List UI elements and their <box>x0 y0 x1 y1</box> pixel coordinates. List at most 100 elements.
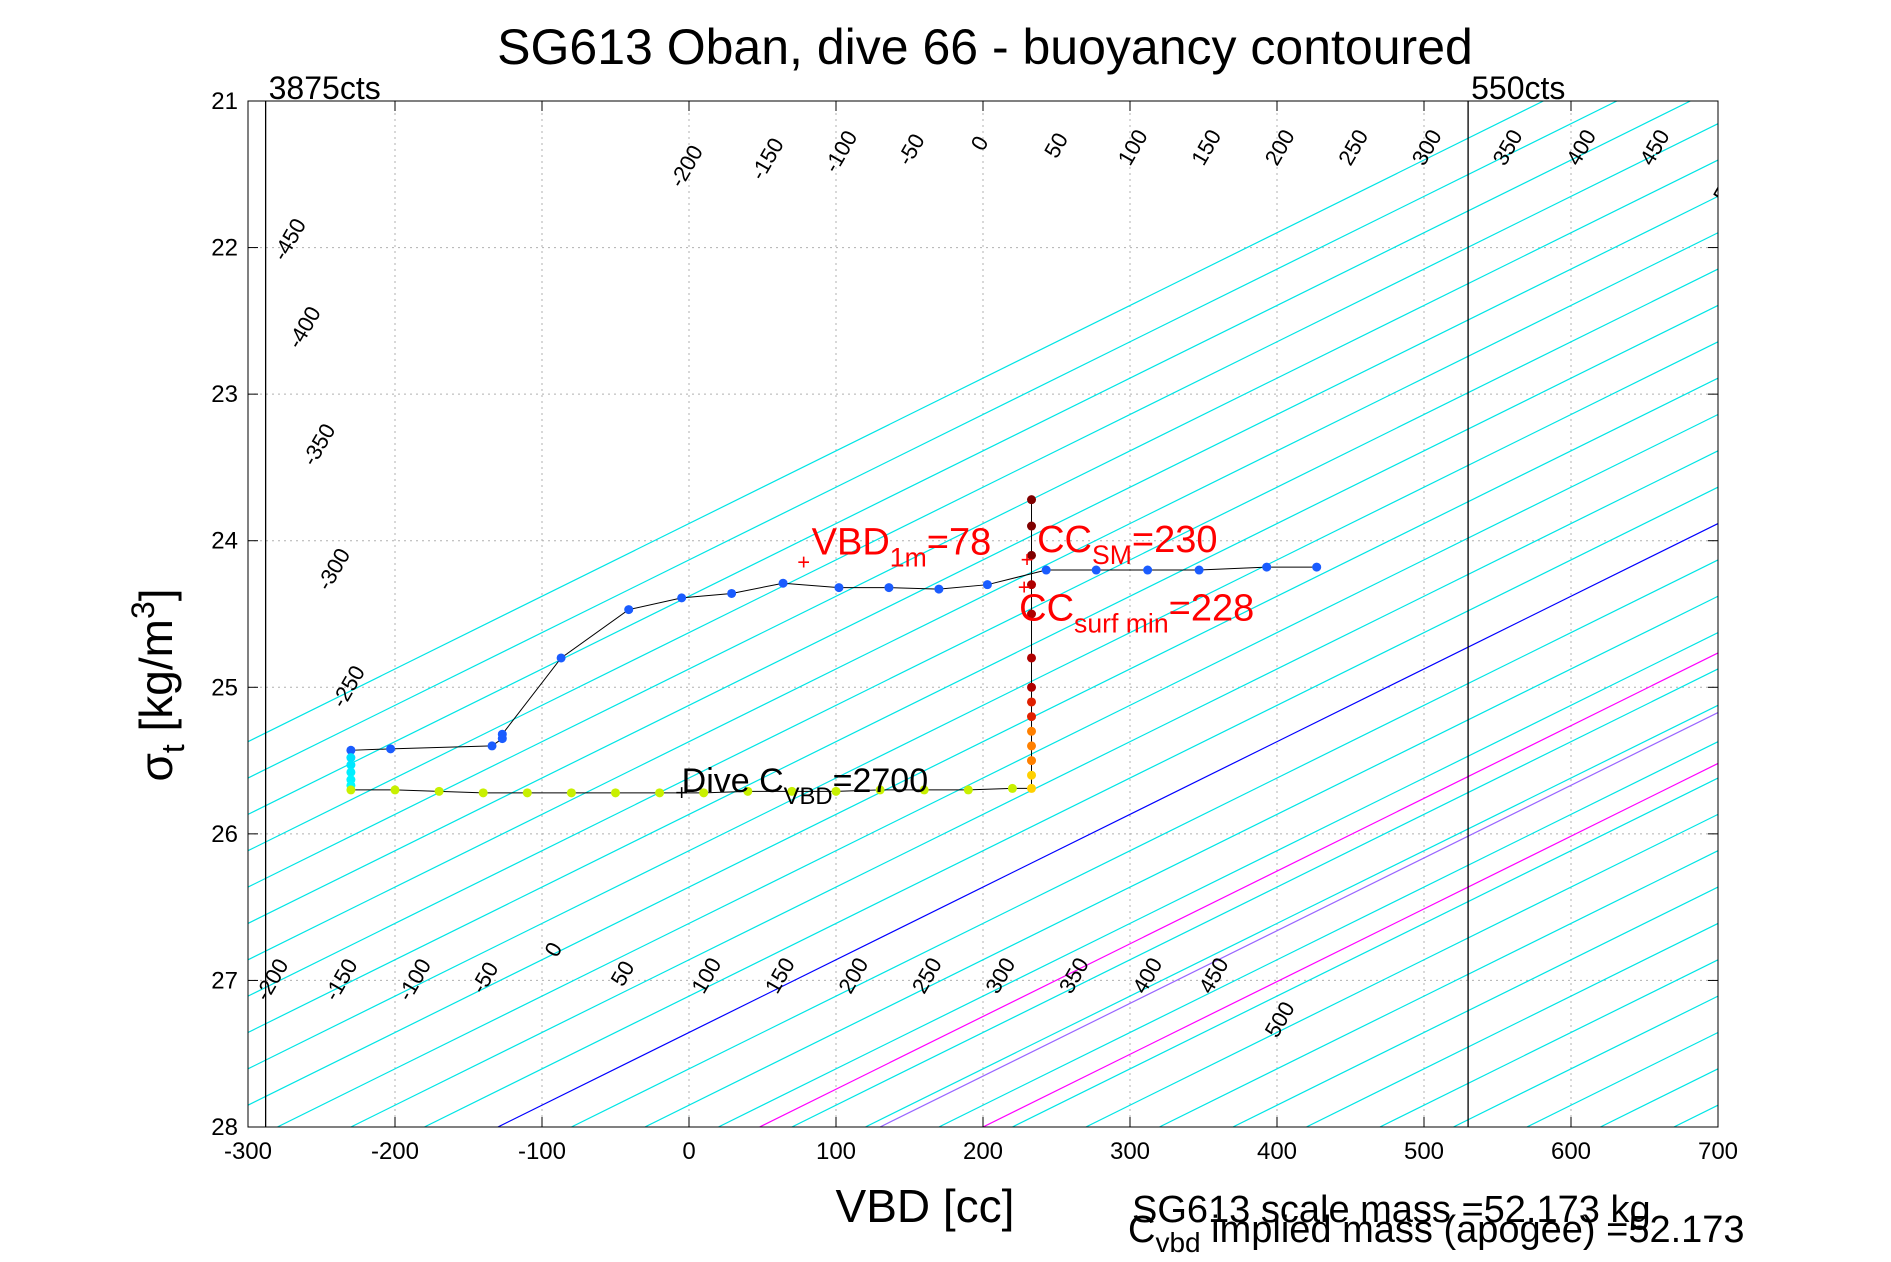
contour-label-upper: -50 <box>892 129 930 169</box>
data-point-descent <box>1027 550 1037 560</box>
plot-frame <box>247 100 1719 1128</box>
data-point-ascent <box>982 580 992 590</box>
data-point-descent <box>1027 609 1037 619</box>
data-point-ascent <box>487 741 497 751</box>
contour-line <box>1085 813 1718 1127</box>
y-tick-label: 24 <box>211 528 238 555</box>
data-point-ascent <box>1194 565 1204 575</box>
annotation: + VBD1m=78 <box>797 522 991 575</box>
annotation-text: CCsurf min=228 <box>1019 588 1254 639</box>
annotation: + CCSM=230 <box>1021 519 1218 572</box>
x-tick-label: 700 <box>1698 1138 1738 1165</box>
data-point-ascent <box>497 734 507 744</box>
contour-label-lower: -50 <box>466 958 504 998</box>
contour-line <box>424 486 1718 1127</box>
contour-line <box>1526 1031 1718 1127</box>
implied-mass-note: Cvbd implied mass (apogee) =52.173 <box>1128 1209 1745 1258</box>
data-point-descent <box>1027 580 1037 590</box>
contour-label-upper: -450 <box>267 214 311 265</box>
data-point-descent <box>1027 756 1037 766</box>
contour-label-upper: 350 <box>1488 125 1528 169</box>
chart-title: SG613 Oban, dive 66 - buoyancy contoured <box>497 19 1473 75</box>
contour-line <box>248 377 1718 1106</box>
contour-label-lower: 0 <box>539 938 567 961</box>
data-point-descent <box>1027 495 1037 505</box>
x-tick-label: -300 <box>224 1138 272 1165</box>
annotation-marker: + <box>675 780 688 805</box>
annotation-text: Dive CVBD=2700 <box>682 762 928 810</box>
contour-line <box>938 740 1718 1127</box>
annotation: +Dive CVBD=2700 <box>675 762 928 810</box>
contour-line <box>248 123 1718 852</box>
y-axis-label-sup: 3 <box>125 601 161 619</box>
data-point-descent <box>919 785 929 795</box>
data-point-ascent <box>1041 565 1051 575</box>
implied-mass-main: C <box>1128 1209 1155 1251</box>
contour-line-vbd1m <box>759 652 1718 1127</box>
data-point-ascent <box>346 760 356 770</box>
data-point-descent <box>1027 682 1037 692</box>
data-point-descent <box>1027 712 1037 722</box>
contour-label-lower: 400 <box>1127 953 1167 997</box>
contour-label-upper: -100 <box>819 126 863 177</box>
data-point-ascent <box>346 767 356 777</box>
contour-line <box>718 631 1718 1127</box>
y-tick-label: 22 <box>211 235 238 262</box>
buoyancy-contours: -450 -400 -350 -300 -250 -200 -150 -100 -50 0 50 10… <box>248 101 1891 1127</box>
contour-line <box>248 268 1718 997</box>
contour-label-lower: 200 <box>833 953 873 997</box>
data-point-descent <box>1027 521 1037 531</box>
count-limit-lines: 3875cts 550cts <box>264 70 1565 1127</box>
contour-line <box>1600 1068 1718 1127</box>
contour-line <box>1747 101 1891 1127</box>
annotation-marker: + <box>797 550 810 575</box>
x-tick-label: 500 <box>1404 1138 1444 1165</box>
contour-line <box>248 159 1718 888</box>
data-point-descent <box>478 788 488 798</box>
y-axis-label-unit: [kg/m <box>130 619 182 744</box>
scale-mass-note: SG613 scale mass =52.173 kg <box>1132 1189 1651 1231</box>
x-tick-label: -200 <box>371 1138 419 1165</box>
implied-mass-rest: implied mass (apogee) =52.173 <box>1201 1209 1745 1251</box>
contour-label-lower: 500 <box>1260 997 1300 1041</box>
data-point-descent <box>1027 653 1037 663</box>
contour-label-upper: 0 <box>966 132 994 155</box>
data-point-descent <box>611 788 620 798</box>
contour-label-upper: 300 <box>1407 125 1447 169</box>
contour-label-lower: 100 <box>686 953 726 997</box>
annotation-marker: + <box>1018 575 1031 600</box>
contour-line <box>248 101 1691 816</box>
data-point-descent <box>522 788 532 798</box>
data-point-descent <box>875 785 885 795</box>
contour-line <box>1012 777 1718 1127</box>
y-tick-label: 28 <box>211 1114 238 1141</box>
data-point-ascent <box>727 588 737 598</box>
x-tick-label: 400 <box>1257 1138 1297 1165</box>
contour-line-mid <box>879 711 1718 1127</box>
contour-line <box>1821 101 1891 1127</box>
annotations: + VBD1m=78 + CCSM=230+CCsurf min=228+Dive C… <box>675 519 1254 810</box>
data-point-ascent <box>1091 565 1101 575</box>
x-tick-label: 600 <box>1551 1138 1591 1165</box>
contour-line <box>1159 850 1718 1127</box>
y-tick-label: 26 <box>211 821 238 848</box>
data-point-ascent <box>677 593 687 603</box>
contour-label-upper: -250 <box>326 661 370 712</box>
y-axis-label-main: σ <box>130 753 182 781</box>
contour-line-zero <box>497 522 1718 1127</box>
contour-line <box>248 101 1544 743</box>
contour-line <box>1306 922 1718 1127</box>
data-point-ascent <box>834 583 844 593</box>
grid <box>247 100 1719 1128</box>
x-axis-label: VBD [cc] <box>836 1180 1015 1232</box>
data-point-ascent <box>1143 565 1153 575</box>
contour-label-lower: 300 <box>980 953 1020 997</box>
y-tick-label: 21 <box>211 88 238 115</box>
data-point-ascent <box>386 744 396 754</box>
contour-label-lower: 250 <box>907 953 947 997</box>
contour-line <box>644 595 1718 1127</box>
contour-label-upper: 200 <box>1260 125 1300 169</box>
y-tick-label: 25 <box>211 674 238 701</box>
data-point-ascent <box>556 653 566 663</box>
